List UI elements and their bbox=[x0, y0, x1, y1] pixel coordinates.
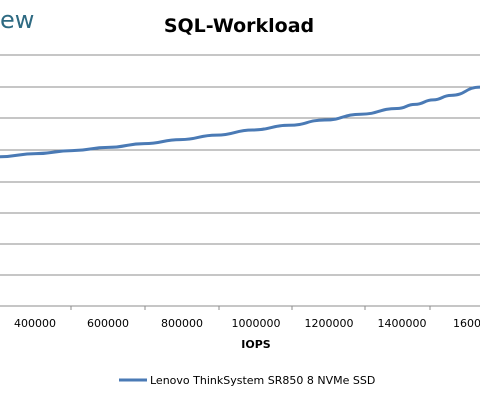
x-tick-label-800000: 800000 bbox=[161, 317, 203, 330]
x-tick-label-1600: 1600 bbox=[453, 317, 480, 330]
x-axis bbox=[0, 305, 480, 310]
x-tick-label-1200000: 1200000 bbox=[305, 317, 354, 330]
x-tick-label-600000: 600000 bbox=[87, 317, 129, 330]
legend[interactable]: Lenovo ThinkSystem SR850 8 NVMe SSD bbox=[119, 374, 375, 387]
brand-logo-fragment: ew bbox=[0, 6, 34, 34]
x-tick-label-1400000: 1400000 bbox=[378, 317, 427, 330]
x-axis-title: IOPS bbox=[241, 338, 271, 351]
series-line-0 bbox=[0, 85, 480, 159]
legend-label-0: Lenovo ThinkSystem SR850 8 NVMe SSD bbox=[150, 374, 375, 387]
x-tick-label-400000: 400000 bbox=[14, 317, 56, 330]
x-tick-label-1000000: 1000000 bbox=[232, 317, 281, 330]
gridlines bbox=[0, 54, 480, 276]
x-tick-labels: 400000 600000 800000 1000000 1200000 1400000 1… bbox=[14, 317, 480, 330]
series-lines bbox=[0, 85, 480, 159]
chart-title: SQL-Workload bbox=[164, 15, 314, 37]
